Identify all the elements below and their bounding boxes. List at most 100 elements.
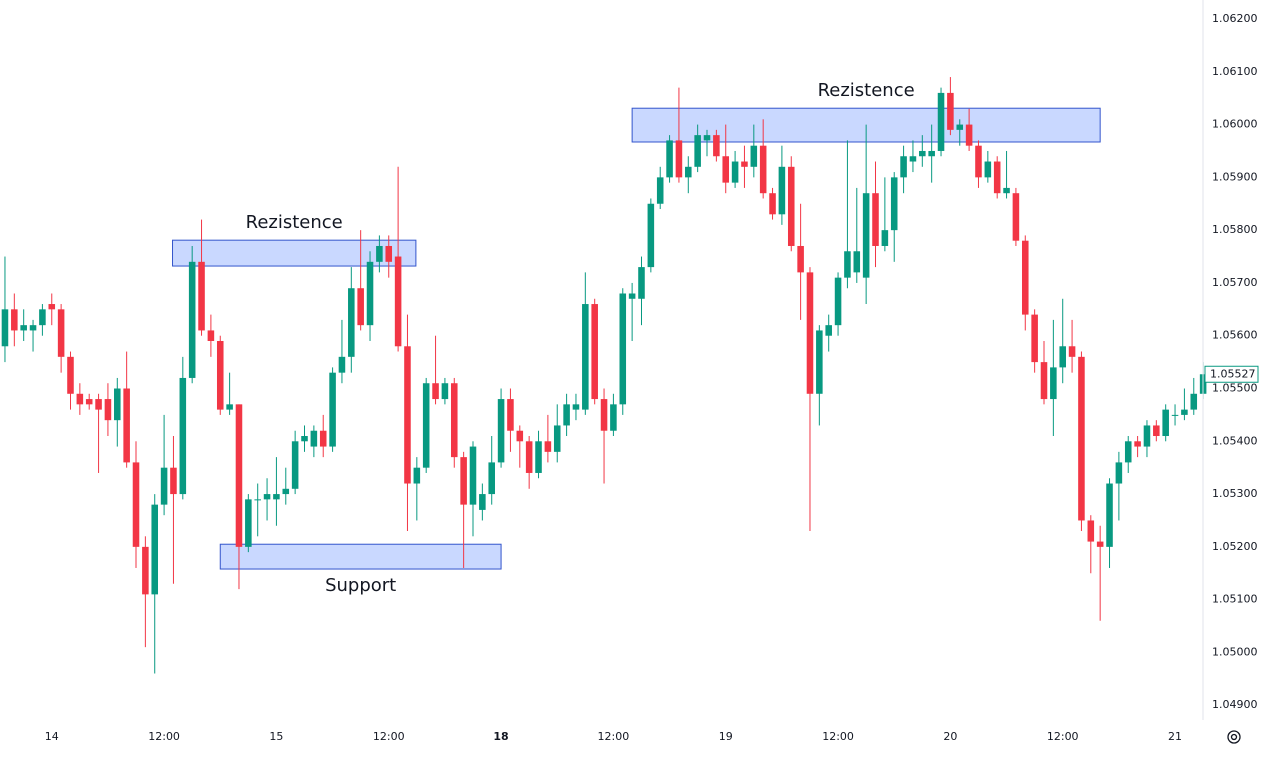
candle-body bbox=[104, 399, 112, 421]
candle-body bbox=[338, 356, 346, 373]
candle-body bbox=[20, 325, 27, 331]
x-tick-label: 21 bbox=[1168, 730, 1182, 743]
candle-body bbox=[797, 245, 804, 273]
candle-body bbox=[993, 161, 1001, 194]
candle-body bbox=[947, 92, 954, 130]
candle-body bbox=[422, 383, 430, 468]
candle-body bbox=[525, 441, 533, 473]
x-tick-label: 20 bbox=[943, 730, 957, 743]
x-tick-label: 15 bbox=[269, 730, 283, 743]
candle-body bbox=[722, 156, 730, 183]
y-tick-label: 1.05900 bbox=[1212, 170, 1258, 183]
candle-body bbox=[1134, 441, 1141, 447]
y-tick-label: 1.06200 bbox=[1212, 12, 1258, 25]
candle-body bbox=[535, 441, 542, 473]
candle-body bbox=[488, 462, 495, 495]
axes: 1.04900 1.05000 1.05100 1.05200 1.05300 1.054… bbox=[45, 0, 1259, 743]
candle-body bbox=[404, 346, 411, 484]
x-tick-label: 14 bbox=[45, 730, 59, 743]
candle-body bbox=[1153, 425, 1160, 437]
candle-body bbox=[685, 166, 692, 178]
y-tick-label: 1.06000 bbox=[1212, 118, 1258, 131]
x-tick-label: 12:00 bbox=[822, 730, 854, 743]
candle-body bbox=[1059, 346, 1066, 368]
candle-body bbox=[207, 330, 215, 341]
candle-body bbox=[460, 457, 467, 505]
candle-body bbox=[816, 330, 823, 394]
candle-body bbox=[385, 245, 393, 262]
candle-body bbox=[1087, 520, 1095, 542]
candle-body bbox=[132, 462, 140, 547]
candle-body bbox=[348, 288, 355, 357]
candle-body bbox=[291, 441, 299, 489]
candle-body bbox=[956, 124, 964, 130]
candle-body bbox=[572, 404, 580, 410]
candle-body bbox=[179, 377, 187, 495]
candle-body bbox=[142, 546, 149, 595]
candle-body bbox=[984, 161, 992, 178]
y-tick-label: 1.06100 bbox=[1212, 65, 1258, 78]
zone bbox=[219, 543, 502, 570]
candle-body bbox=[647, 203, 655, 268]
candle-body bbox=[1040, 362, 1048, 400]
y-tick-label: 1.05100 bbox=[1212, 593, 1258, 606]
candle-body bbox=[366, 261, 374, 326]
candle-body bbox=[600, 399, 608, 431]
x-tick-label: 12:00 bbox=[373, 730, 405, 743]
candle-body bbox=[919, 150, 926, 157]
candle-body bbox=[619, 293, 627, 405]
candle-body bbox=[890, 177, 898, 231]
candle-body bbox=[1106, 483, 1113, 547]
candle-body bbox=[666, 140, 673, 178]
candle-body bbox=[1003, 187, 1010, 194]
candle-body bbox=[1031, 314, 1038, 363]
candle-body bbox=[497, 399, 505, 463]
candle-body bbox=[703, 135, 711, 141]
candle-body bbox=[76, 393, 84, 405]
candle-body bbox=[937, 92, 945, 151]
candle-body bbox=[1096, 541, 1104, 547]
candle-body bbox=[57, 309, 65, 357]
candle-body bbox=[900, 156, 907, 178]
candle-body bbox=[170, 467, 177, 495]
candle-body bbox=[610, 404, 617, 431]
candle-body bbox=[413, 467, 421, 484]
candle-body bbox=[329, 372, 336, 447]
candle-body bbox=[282, 488, 290, 495]
candles bbox=[1, 77, 1207, 674]
candle-body bbox=[48, 304, 56, 310]
last-price-box bbox=[1204, 365, 1259, 383]
candle-body bbox=[1115, 462, 1123, 484]
candle-body bbox=[778, 166, 786, 215]
candle-body bbox=[1068, 346, 1076, 357]
candle-body bbox=[357, 288, 364, 326]
candle-body bbox=[216, 340, 224, 410]
candle-body bbox=[160, 467, 168, 505]
candle-body bbox=[675, 140, 683, 178]
candle-body bbox=[1021, 240, 1029, 315]
candle-body bbox=[844, 251, 851, 278]
zone-label: Rezistence bbox=[818, 80, 915, 101]
zone-label: Support bbox=[325, 575, 396, 596]
candle-body bbox=[469, 446, 477, 505]
candle-body bbox=[563, 404, 570, 426]
candle-body bbox=[1143, 425, 1151, 447]
settings-icon[interactable] bbox=[1227, 730, 1241, 744]
candle-body bbox=[114, 388, 121, 421]
x-tick-label: 18 bbox=[493, 730, 508, 743]
candle-body bbox=[834, 277, 842, 326]
candle-body bbox=[301, 436, 308, 442]
y-tick-label: 1.05400 bbox=[1212, 434, 1258, 447]
candle-body bbox=[11, 309, 18, 331]
candle-body bbox=[825, 325, 832, 336]
candle-body bbox=[263, 494, 271, 500]
candle-body bbox=[694, 135, 701, 167]
candle-body bbox=[226, 404, 233, 410]
y-tick-label: 1.05200 bbox=[1212, 540, 1258, 553]
candle-body bbox=[628, 293, 636, 299]
candle-body bbox=[806, 272, 814, 394]
candle-body bbox=[245, 499, 252, 547]
candle-body bbox=[123, 388, 130, 463]
candle-body bbox=[731, 161, 739, 183]
